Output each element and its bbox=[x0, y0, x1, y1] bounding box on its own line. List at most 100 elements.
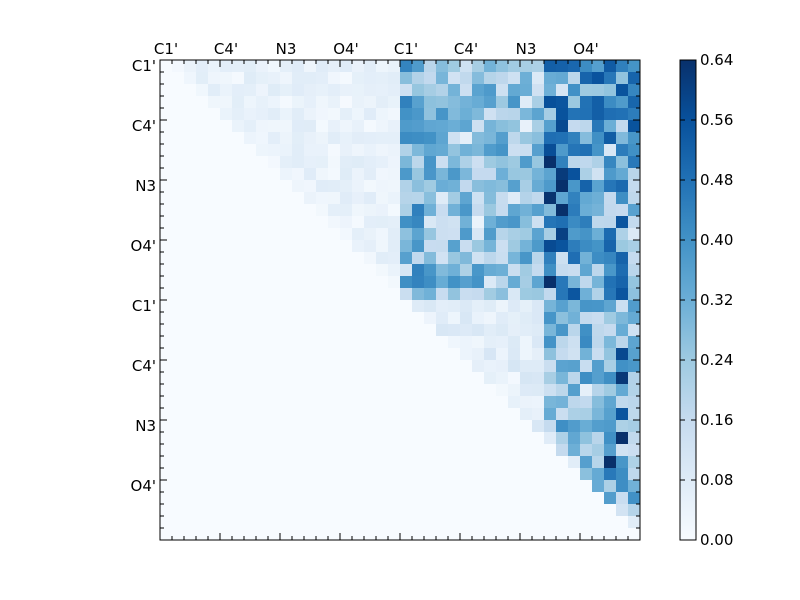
heatmap-cell bbox=[340, 252, 353, 265]
heatmap-cell bbox=[304, 300, 317, 313]
heatmap-cell bbox=[448, 144, 461, 157]
heatmap-cell bbox=[292, 300, 305, 313]
heatmap-cell bbox=[160, 192, 173, 205]
heatmap-cell bbox=[244, 60, 257, 73]
heatmap-cell bbox=[220, 348, 233, 361]
heatmap-cell bbox=[232, 360, 245, 373]
heatmap-cell bbox=[556, 72, 569, 85]
heatmap-cell bbox=[328, 96, 341, 109]
heatmap-cell bbox=[424, 324, 437, 337]
heatmap-cell bbox=[628, 84, 641, 97]
heatmap-cell bbox=[352, 180, 365, 193]
heatmap-cell bbox=[400, 240, 413, 253]
heatmap-cell bbox=[592, 324, 605, 337]
heatmap-cell bbox=[544, 228, 557, 241]
heatmap-cell bbox=[460, 360, 473, 373]
heatmap-cell bbox=[256, 108, 269, 121]
heatmap-cell bbox=[424, 192, 437, 205]
heatmap-cell bbox=[208, 240, 221, 253]
heatmap-cell bbox=[196, 492, 209, 505]
heatmap-cell bbox=[520, 444, 533, 457]
heatmap-cell bbox=[220, 132, 233, 145]
heatmap-cell bbox=[184, 96, 197, 109]
heatmap-cell bbox=[268, 420, 281, 433]
heatmap-cell bbox=[268, 492, 281, 505]
heatmap-cell bbox=[436, 336, 449, 349]
heatmap-cell bbox=[388, 420, 401, 433]
heatmap-cell bbox=[496, 276, 509, 289]
heatmap-cell bbox=[544, 360, 557, 373]
heatmap-cell bbox=[472, 60, 485, 73]
heatmap-cell bbox=[364, 240, 377, 253]
heatmap-cell bbox=[484, 336, 497, 349]
heatmap-cell bbox=[364, 468, 377, 481]
heatmap-cell bbox=[268, 240, 281, 253]
heatmap-cell bbox=[508, 456, 521, 469]
heatmap-cell bbox=[400, 504, 413, 517]
heatmap-cell bbox=[532, 156, 545, 169]
heatmap-cell bbox=[280, 252, 293, 265]
heatmap-cell bbox=[400, 372, 413, 385]
heatmap-cell bbox=[628, 312, 641, 325]
heatmap-cell bbox=[412, 276, 425, 289]
heatmap-cell bbox=[448, 456, 461, 469]
heatmap-cell bbox=[436, 168, 449, 181]
heatmap-cell bbox=[340, 432, 353, 445]
heatmap-cell bbox=[268, 204, 281, 217]
heatmap-cell bbox=[220, 204, 233, 217]
heatmap-cell bbox=[352, 276, 365, 289]
heatmap-cell bbox=[436, 240, 449, 253]
heatmap-cell bbox=[244, 516, 257, 529]
heatmap-cell bbox=[172, 300, 185, 313]
heatmap-cell bbox=[496, 312, 509, 325]
heatmap-cell bbox=[208, 60, 221, 73]
heatmap-cell bbox=[544, 384, 557, 397]
heatmap-cell bbox=[424, 288, 437, 301]
heatmap-cell bbox=[352, 204, 365, 217]
heatmap-cell bbox=[496, 216, 509, 229]
heatmap-cell bbox=[268, 216, 281, 229]
heatmap-cell bbox=[616, 108, 629, 121]
heatmap-cell bbox=[424, 264, 437, 277]
heatmap-cell bbox=[412, 156, 425, 169]
heatmap-cell bbox=[568, 360, 581, 373]
heatmap-cell bbox=[172, 120, 185, 133]
heatmap-cell bbox=[544, 480, 557, 493]
heatmap-cell bbox=[280, 60, 293, 73]
heatmap-cell bbox=[616, 96, 629, 109]
heatmap-cell bbox=[436, 228, 449, 241]
heatmap-cell bbox=[556, 156, 569, 169]
heatmap-cell bbox=[628, 432, 641, 445]
heatmap-cell bbox=[316, 108, 329, 121]
heatmap-cell bbox=[376, 192, 389, 205]
heatmap-cell bbox=[196, 216, 209, 229]
heatmap-cell bbox=[472, 180, 485, 193]
heatmap-cell bbox=[520, 396, 533, 409]
heatmap-cell bbox=[580, 336, 593, 349]
heatmap-cell bbox=[616, 492, 629, 505]
heatmap-cell bbox=[568, 432, 581, 445]
heatmap-cell bbox=[436, 516, 449, 529]
heatmap-cell bbox=[364, 312, 377, 325]
heatmap-cell bbox=[412, 408, 425, 421]
heatmap-cell bbox=[424, 108, 437, 121]
heatmap-cell bbox=[460, 408, 473, 421]
heatmap-cell bbox=[544, 336, 557, 349]
heatmap-cell bbox=[412, 396, 425, 409]
heatmap-cell bbox=[364, 444, 377, 457]
heatmap-cell bbox=[316, 276, 329, 289]
heatmap-cell bbox=[568, 120, 581, 133]
heatmap-cell bbox=[532, 84, 545, 97]
heatmap-cell bbox=[616, 312, 629, 325]
heatmap-cell bbox=[352, 492, 365, 505]
heatmap-cell bbox=[460, 60, 473, 73]
heatmap-cell bbox=[616, 480, 629, 493]
heatmap-cell bbox=[172, 444, 185, 457]
heatmap-cell bbox=[412, 336, 425, 349]
heatmap-cell bbox=[616, 516, 629, 529]
heatmap-cell bbox=[436, 252, 449, 265]
heatmap-cell bbox=[496, 528, 509, 541]
heatmap-cell bbox=[364, 204, 377, 217]
heatmap-cell bbox=[328, 216, 341, 229]
heatmap-cell bbox=[244, 360, 257, 373]
